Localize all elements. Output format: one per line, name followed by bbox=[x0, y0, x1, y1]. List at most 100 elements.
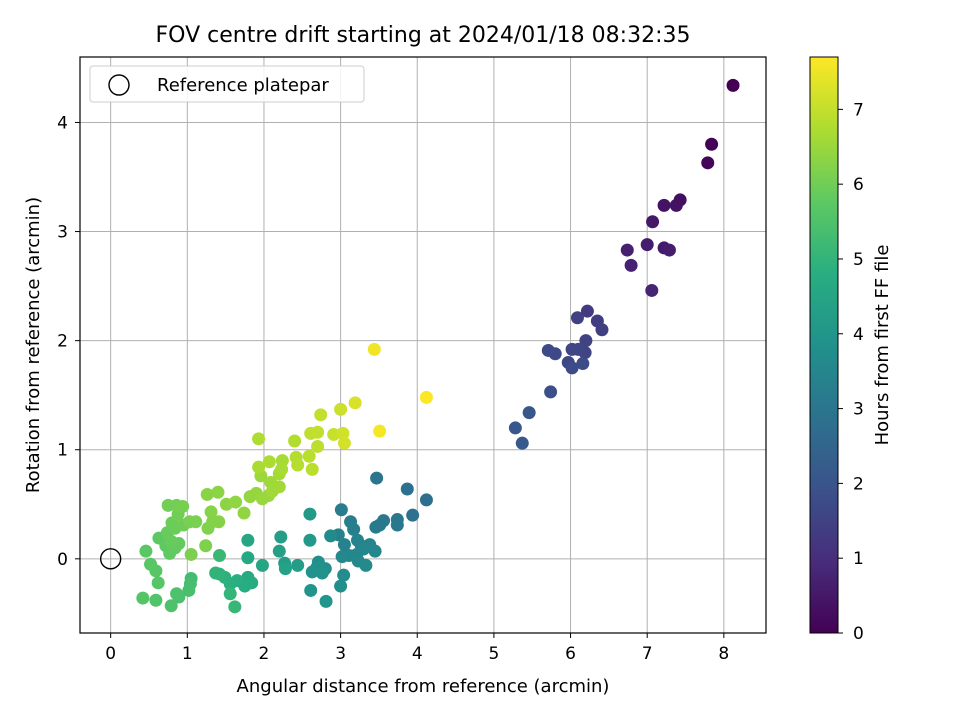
data-point bbox=[149, 593, 163, 607]
data-point bbox=[291, 558, 305, 572]
data-point bbox=[640, 238, 654, 252]
data-point bbox=[278, 562, 292, 576]
y-tick-label: 0 bbox=[57, 550, 68, 570]
data-point bbox=[151, 576, 165, 590]
x-tick-label: 3 bbox=[335, 644, 346, 664]
data-point bbox=[252, 432, 266, 446]
data-point bbox=[305, 462, 319, 476]
data-point bbox=[324, 529, 338, 543]
data-point bbox=[406, 508, 420, 522]
legend-box bbox=[89, 65, 365, 103]
data-point bbox=[189, 515, 203, 529]
data-point bbox=[337, 568, 351, 582]
data-point bbox=[262, 455, 276, 469]
data-point bbox=[199, 539, 213, 553]
data-point bbox=[311, 439, 325, 453]
data-point bbox=[570, 311, 584, 325]
data-point bbox=[646, 215, 660, 229]
data-point bbox=[548, 347, 562, 361]
data-point bbox=[701, 156, 715, 170]
data-point bbox=[275, 462, 289, 476]
colorbar-label: Hours from first FF file bbox=[872, 245, 893, 446]
data-point bbox=[370, 471, 384, 485]
data-point bbox=[359, 558, 373, 572]
x-tick-label: 1 bbox=[182, 644, 193, 664]
data-point bbox=[726, 78, 740, 92]
data-point bbox=[144, 557, 158, 571]
data-point bbox=[579, 334, 593, 348]
x-tick-label: 0 bbox=[105, 644, 116, 664]
data-point bbox=[136, 591, 150, 605]
data-point bbox=[241, 533, 255, 547]
colorbar-gradient bbox=[809, 56, 839, 634]
data-point bbox=[390, 518, 404, 532]
data-point bbox=[209, 566, 223, 580]
x-tick-label: 2 bbox=[259, 644, 270, 664]
data-point bbox=[337, 538, 351, 552]
x-axis-ticks: 0 1 2 3 4 5 6 7 8 bbox=[105, 633, 729, 664]
data-point bbox=[315, 566, 329, 580]
data-point bbox=[200, 487, 214, 501]
data-point bbox=[305, 565, 319, 579]
data-point bbox=[565, 361, 579, 375]
data-point bbox=[176, 499, 190, 513]
data-point bbox=[419, 493, 433, 507]
data-point bbox=[705, 137, 719, 151]
data-point bbox=[335, 550, 349, 564]
legend-entry-reference-platepar: Reference platepar bbox=[157, 75, 329, 96]
data-point bbox=[522, 406, 536, 420]
colorbar-tick-label: 1 bbox=[853, 549, 864, 569]
x-tick-label: 8 bbox=[718, 644, 729, 664]
data-point bbox=[508, 421, 522, 435]
data-point bbox=[212, 515, 226, 529]
data-point bbox=[369, 520, 383, 534]
colorbar-tick-label: 6 bbox=[853, 175, 864, 195]
x-tick-label: 5 bbox=[488, 644, 499, 664]
data-point bbox=[347, 522, 361, 536]
data-point bbox=[334, 579, 348, 593]
plot-frame bbox=[79, 56, 767, 634]
colorbar-tick-label: 4 bbox=[853, 325, 864, 345]
colorbar-tick-label: 7 bbox=[853, 100, 864, 120]
x-tick-label: 6 bbox=[565, 644, 576, 664]
data-point bbox=[368, 544, 382, 558]
data-point bbox=[164, 599, 178, 613]
colorbar: 0 1 2 3 4 5 6 7 Hours from first FF file bbox=[809, 56, 893, 644]
x-tick-label: 7 bbox=[642, 644, 653, 664]
data-point bbox=[302, 449, 316, 463]
data-point bbox=[272, 480, 286, 494]
legend-reference-marker-icon bbox=[108, 74, 130, 96]
y-axis-ticks: 0 1 2 3 4 bbox=[57, 113, 80, 570]
legend: Reference platepar bbox=[89, 65, 365, 103]
data-point bbox=[662, 243, 676, 257]
data-point bbox=[400, 482, 414, 496]
data-point bbox=[223, 587, 237, 601]
data-point bbox=[303, 533, 317, 547]
data-point bbox=[565, 342, 579, 356]
data-point bbox=[334, 402, 348, 416]
data-point bbox=[182, 583, 196, 597]
x-axis-label: Angular distance from reference (arcmin) bbox=[237, 676, 610, 697]
data-point bbox=[515, 436, 529, 450]
data-point bbox=[576, 357, 590, 371]
data-point bbox=[304, 583, 318, 597]
data-point bbox=[184, 547, 198, 561]
data-point bbox=[211, 485, 225, 499]
data-point bbox=[274, 530, 288, 544]
data-point bbox=[319, 594, 333, 608]
data-point bbox=[620, 243, 634, 257]
y-tick-label: 1 bbox=[57, 441, 68, 461]
y-tick-label: 2 bbox=[57, 332, 68, 352]
data-point bbox=[288, 434, 302, 448]
data-point bbox=[311, 425, 325, 439]
data-point bbox=[373, 424, 387, 438]
data-point bbox=[419, 390, 433, 404]
chart-title: FOV centre drift starting at 2024/01/18 … bbox=[156, 23, 691, 48]
data-point bbox=[252, 460, 266, 474]
data-point bbox=[645, 283, 659, 297]
y-tick-label: 4 bbox=[57, 113, 68, 133]
data-point bbox=[669, 198, 683, 212]
data-points bbox=[136, 78, 740, 614]
